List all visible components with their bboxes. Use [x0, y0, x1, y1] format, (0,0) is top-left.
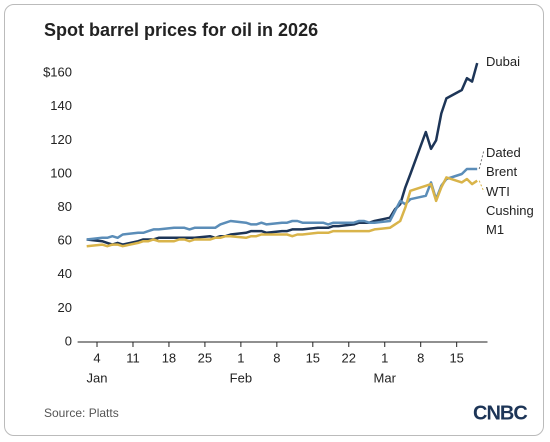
series-label: WTI Cushing M1 [486, 184, 534, 237]
leader [478, 149, 485, 170]
line-2 [86, 176, 478, 248]
y-tick-label: 0 [65, 333, 72, 348]
logo: CNBC [473, 402, 527, 424]
x-tick-label: 11 [126, 350, 140, 365]
month-label: Mar [374, 370, 397, 385]
month-label: Jan [87, 370, 108, 385]
y-tick-label: 100 [50, 165, 72, 180]
y-tick-label: $160 [43, 65, 72, 80]
series-label: Dubai [486, 54, 520, 69]
x-tick-label: 15 [449, 350, 463, 365]
y-tick-label: 80 [58, 199, 72, 214]
x-tick-label: 8 [417, 350, 424, 365]
series-label: Dated Brent [486, 145, 521, 179]
x-tick-label: 15 [306, 350, 320, 365]
x-tick-label: 4 [93, 350, 100, 365]
y-tick-label: 60 [58, 233, 72, 248]
month-label: Feb [230, 370, 252, 385]
y-tick-label: 40 [58, 266, 72, 281]
x-tick-label: 8 [273, 350, 280, 365]
y-tick-label: 20 [58, 300, 72, 315]
line-0 [86, 62, 479, 246]
frame [4, 4, 544, 436]
x-tick-label: 1 [381, 350, 388, 365]
y-tick-label: 140 [50, 98, 72, 113]
x-tick-label: 18 [162, 350, 176, 365]
chart-title: Spot barrel prices for oil in 2026 [44, 20, 318, 40]
x-tick-label: 1 [237, 350, 244, 365]
source: Source: Platts [44, 406, 119, 420]
y-tick-label: 120 [50, 132, 72, 147]
x-tick-label: 25 [198, 350, 212, 365]
leader [478, 180, 485, 193]
line-1 [86, 167, 478, 241]
x-tick-label: 22 [342, 350, 356, 365]
